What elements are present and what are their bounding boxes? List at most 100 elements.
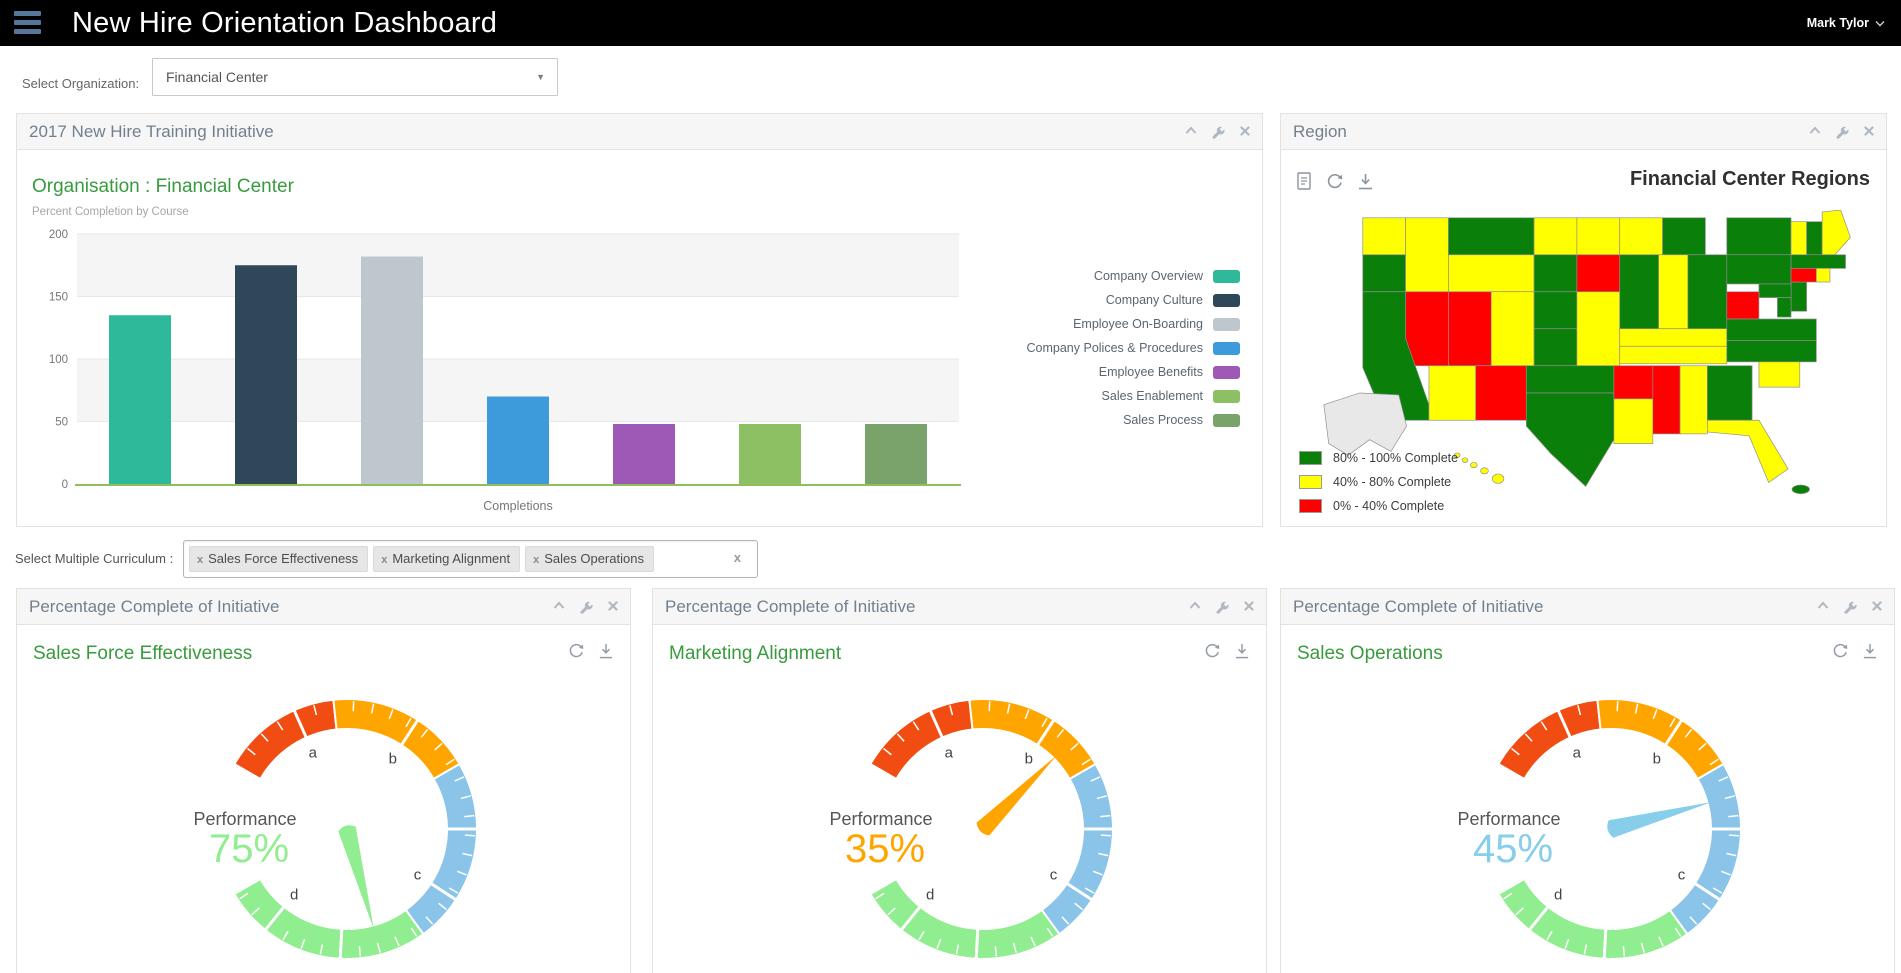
legend-swatch [1213,293,1240,307]
settings-wrench-icon[interactable] [1836,126,1849,139]
state-TX [1525,392,1615,487]
legend-label: Company Culture [1105,293,1203,307]
gauge-metric-label: Performance [1457,809,1560,829]
state-OH [1687,254,1728,330]
bar-chart-subtitle: Percent Completion by Course [32,206,189,218]
gauge-metric-label: Performance [193,809,296,829]
collapse-icon[interactable] [553,601,565,610]
bar-company-polices-procedures [487,396,549,484]
state-VA [1726,318,1817,341]
gauge-needle [976,755,1057,836]
gauge-tick-label: d [1554,886,1562,903]
gauge-segment [1040,763,1114,936]
download-icon[interactable] [1862,642,1878,660]
settings-wrench-icon[interactable] [580,601,593,614]
curriculum-chip[interactable]: x Marketing Alignment [373,546,521,572]
user-menu[interactable]: Mark Tylor [1807,0,1885,46]
gauge-value: 35% [845,827,925,871]
gauge-metric-label: Performance [829,809,932,829]
report-document-icon[interactable] [1296,172,1312,191]
chevron-down-icon [1875,20,1885,26]
close-icon[interactable] [608,601,618,611]
legend-item: Sales Enablement [1027,384,1240,408]
curriculum-chip[interactable]: x Sales Force Effectiveness [189,546,369,572]
collapse-icon[interactable] [1185,126,1197,135]
state-HI [1461,457,1469,463]
state-AR [1613,365,1654,400]
panel-header-title: Percentage Complete of Initiative [29,597,280,616]
chip-remove-icon[interactable]: x [533,554,540,566]
state-UT [1448,291,1492,367]
state-NV [1405,291,1449,367]
curriculum-chip[interactable]: x Sales Operations [525,546,654,572]
legend-label: Employee Benefits [1098,365,1203,379]
organization-select-value: Financial Center [166,69,268,85]
legend-label: Company Overview [1093,269,1203,283]
collapse-icon[interactable] [1817,601,1829,610]
settings-wrench-icon[interactable] [1216,601,1229,614]
state-MT [1448,217,1535,256]
refresh-icon[interactable] [567,642,585,660]
curriculum-multiselect[interactable]: x Sales Force Effectiveness x Marketing Ali… [183,540,758,578]
legend-swatch [1213,365,1240,379]
panel-header: Region [1281,114,1886,150]
map-legend-item: 0% - 40% Complete [1299,494,1458,518]
collapse-icon[interactable] [1189,601,1201,610]
bar-chart-title: Organisation : Financial Center [32,176,294,197]
download-icon[interactable] [598,642,614,660]
close-icon[interactable] [1864,126,1874,136]
state-MD [1758,283,1792,298]
user-name: Mark Tylor [1806,16,1869,30]
chip-remove-icon[interactable]: x [197,554,204,566]
state-LA [1613,398,1654,444]
settings-wrench-icon[interactable] [1844,601,1857,614]
close-icon[interactable] [1244,601,1254,611]
panel-gauge-sales-operations: Percentage Complete of Initiative Sales … [1280,588,1895,973]
state-TN [1619,345,1728,365]
gauge-tick-label: c [414,867,422,884]
curriculum-select-label: Select Multiple Curriculum : [15,551,174,566]
menu-icon[interactable] [14,11,41,35]
refresh-icon[interactable] [1325,172,1344,191]
refresh-icon[interactable] [1203,642,1221,660]
legend-swatch [1213,269,1240,283]
legend-swatch [1213,413,1240,427]
refresh-icon[interactable] [1831,642,1849,660]
gauge-segment [404,763,478,936]
state-NY [1726,217,1792,256]
bar-sales-enablement [739,424,801,484]
state-MI [1662,217,1706,256]
state-SD [1533,254,1578,293]
us-choropleth-map [1323,210,1851,495]
bar-employee-benefits [613,424,675,484]
state-MN [1576,217,1621,256]
close-icon[interactable] [1872,601,1882,611]
bar-company-overview [109,315,171,484]
close-icon[interactable] [1240,126,1250,136]
organization-select[interactable]: Financial Center ▼ [152,58,558,96]
download-icon[interactable] [1234,642,1250,660]
gauge-segment [1497,878,1689,960]
state-OK [1525,365,1615,394]
clear-all-icon[interactable]: x [733,550,741,565]
collapse-icon[interactable] [1809,126,1821,135]
state-NE [1533,291,1578,330]
state-AZ [1428,365,1477,421]
gauge-tick-label: b [389,751,397,768]
state-KY [1619,328,1728,347]
gauge-tick-label: d [926,886,934,903]
settings-wrench-icon[interactable] [1212,126,1225,139]
chip-remove-icon[interactable]: x [381,554,388,566]
state-PA [1726,254,1792,285]
download-icon[interactable] [1357,172,1374,191]
legend-swatch [1213,341,1240,355]
map-legend: 80% - 100% Complete 40% - 80% Complete 0% … [1299,446,1458,518]
panel-header-title: Region [1293,122,1347,141]
state-HI [1453,452,1461,458]
state-ID [1405,217,1449,293]
gauge-tick-label: a [1573,744,1582,761]
gauge-needle [338,825,374,930]
state-PR [1791,484,1810,495]
state-ME [1821,210,1851,256]
